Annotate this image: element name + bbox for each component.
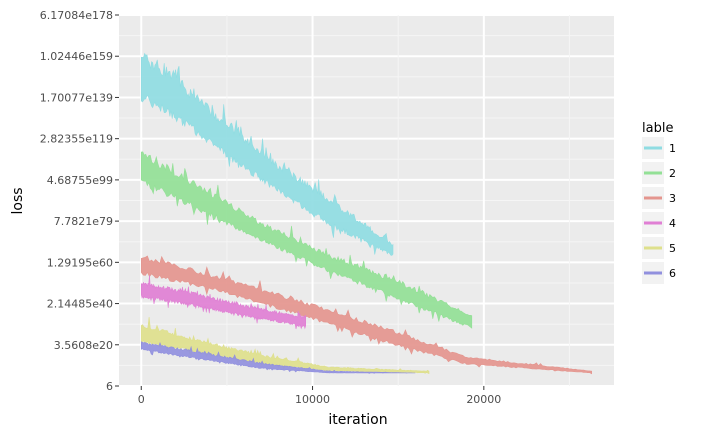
series-3-band (141, 151, 473, 329)
series-6-band (141, 275, 307, 330)
y-tick-label: 4.68755e99 (47, 174, 113, 187)
series-layer (141, 52, 593, 375)
x-tick-label: 10000 (295, 393, 330, 406)
legend-label-6: 4 (669, 217, 676, 230)
y-tick-label: 1.02446e159 (40, 50, 113, 63)
y-tick-label: 2.14485e40 (47, 298, 113, 311)
x-tick-label: 0 (138, 393, 145, 406)
y-tick-label: 1.29195e60 (47, 256, 113, 269)
x-axis-title: iteration (328, 412, 387, 428)
y-tick-label: 1.70077e139 (40, 91, 113, 104)
legend-label-3: 2 (669, 167, 676, 180)
legend-title: lable (642, 121, 673, 136)
legend: lable 1 2 3 4 5 6 (642, 121, 676, 284)
legend-label-4: 1 (669, 142, 676, 155)
legend-label-2: 5 (669, 242, 676, 255)
y-tick-label: 2.82355e119 (40, 133, 113, 146)
series-5-band (141, 341, 416, 374)
y-axis-title: loss (10, 187, 26, 214)
legend-label-1: 3 (669, 192, 676, 205)
y-axis: 6 3.5608e20 2.14485e40 1.29195e60 7.7821e79 4… (40, 9, 119, 393)
y-tick-label: 3.5608e20 (54, 339, 113, 352)
y-tick-label: 6.17084e178 (40, 9, 113, 22)
x-axis: 0 10000 20000 (138, 386, 501, 406)
x-tick-label: 20000 (466, 393, 501, 406)
series-1-band (141, 255, 593, 375)
y-tick-label: 7.7821e79 (54, 215, 113, 228)
series-4-band (141, 52, 394, 256)
y-tick-label: 6 (106, 380, 113, 393)
legend-label-5: 6 (669, 267, 676, 280)
